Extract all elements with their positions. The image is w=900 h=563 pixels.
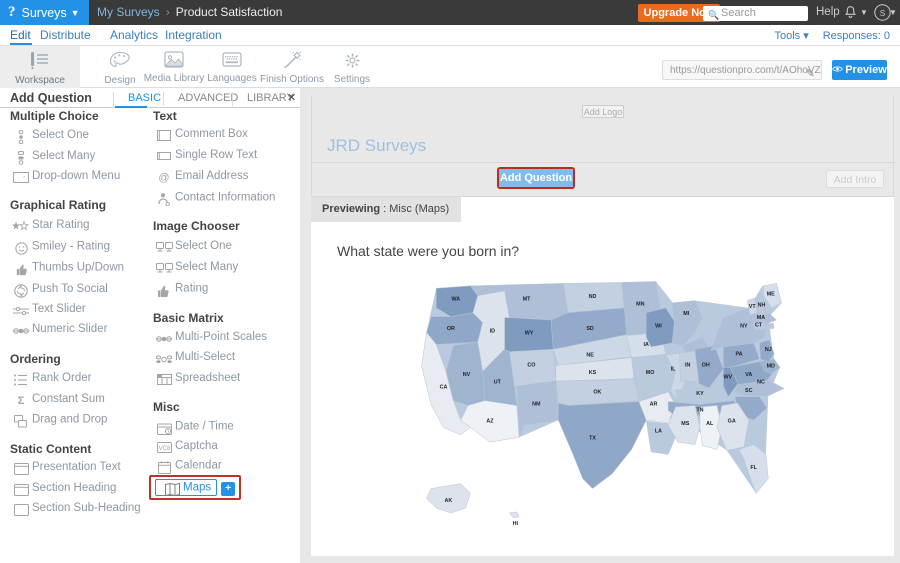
svg-text:AL: AL <box>706 421 714 427</box>
svg-text:OK: OK <box>593 389 601 395</box>
svg-text:IA: IA <box>644 342 649 348</box>
svg-text:WA: WA <box>451 297 460 303</box>
svg-text:ID: ID <box>490 328 495 334</box>
svg-text:TN: TN <box>696 407 703 413</box>
svg-text:AZ: AZ <box>486 419 494 425</box>
svg-text:NY: NY <box>740 323 748 329</box>
svg-text:OR: OR <box>447 326 455 332</box>
svg-text:MA: MA <box>757 315 765 321</box>
svg-text:MO: MO <box>646 370 655 376</box>
svg-text:IL: IL <box>671 366 676 372</box>
svg-text:SC: SC <box>745 388 753 394</box>
svg-text:HI: HI <box>513 521 519 527</box>
svg-text:ND: ND <box>589 294 597 300</box>
svg-text:VC8: VC8 <box>158 446 170 452</box>
svg-text:CA: CA <box>440 384 448 390</box>
svg-text:AR: AR <box>650 402 658 408</box>
svg-text:OH: OH <box>702 362 710 368</box>
svg-text:NC: NC <box>757 380 765 386</box>
svg-text:NV: NV <box>463 372 471 378</box>
svg-text:WI: WI <box>655 323 662 329</box>
svg-text:ME: ME <box>767 292 775 298</box>
svg-text:VA: VA <box>745 372 752 378</box>
svg-text:UT: UT <box>494 380 502 386</box>
svg-text:CT: CT <box>755 322 763 328</box>
svg-text:IN: IN <box>685 362 690 368</box>
svg-text:S: S <box>880 9 885 18</box>
svg-text:GA: GA <box>728 419 736 425</box>
svg-text:NE: NE <box>586 353 594 359</box>
svg-text:MD: MD <box>767 363 775 369</box>
svg-text:WY: WY <box>525 331 534 337</box>
svg-text:KY: KY <box>696 391 704 397</box>
svg-text:SD: SD <box>586 326 594 332</box>
svg-text:WV: WV <box>723 375 732 381</box>
svg-text:MT: MT <box>523 297 531 303</box>
svg-text:VT: VT <box>749 304 757 310</box>
svg-text:TX: TX <box>589 436 596 442</box>
svg-text:LA: LA <box>655 428 662 434</box>
svg-text:KS: KS <box>589 370 597 376</box>
svg-text:MI: MI <box>683 311 689 317</box>
svg-text:NH: NH <box>758 302 766 308</box>
svg-text:AK: AK <box>445 498 453 504</box>
svg-text:CO: CO <box>527 362 535 368</box>
svg-text:MS: MS <box>681 421 689 427</box>
svg-text:MN: MN <box>636 301 644 307</box>
svg-text:FL: FL <box>750 465 757 471</box>
svg-text:PA: PA <box>735 352 742 358</box>
svg-text:NM: NM <box>532 402 541 408</box>
svg-text:NJ: NJ <box>765 347 772 353</box>
